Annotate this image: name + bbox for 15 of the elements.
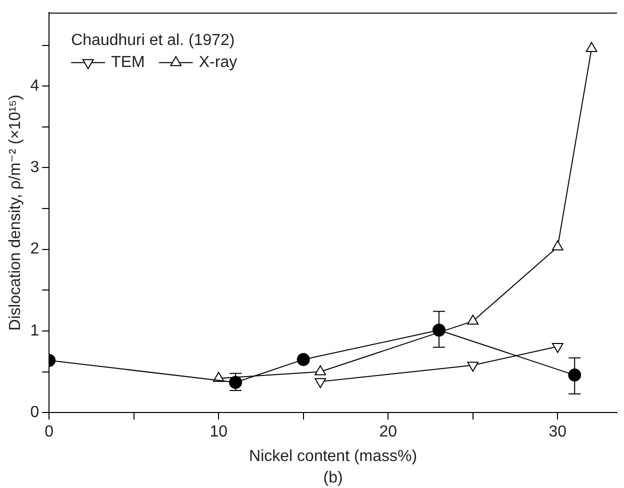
y-tick-label: 0 <box>30 404 40 422</box>
x-axis-title: Nickel content (mass%) <box>249 448 418 465</box>
y-tick-label: 2 <box>30 240 40 258</box>
y-tick-label: 3 <box>30 159 40 176</box>
text: (b) <box>323 469 343 486</box>
x-tick-label: 0 <box>44 424 54 441</box>
x-tick-label: 30 <box>548 424 567 441</box>
legend-title: Chaudhuri et al. (1972) <box>71 32 235 50</box>
y-tick-label: 4 <box>30 77 40 94</box>
y-axis-title: Dislocation density, ρ/m⁻² (×10¹⁵) <box>7 94 24 331</box>
x-tick-label: 20 <box>379 424 398 441</box>
y-tick-label: 1 <box>30 322 40 340</box>
x-tick-label: 10 <box>210 424 228 441</box>
legend-label: X-ray <box>198 54 238 72</box>
legend-label: TEM <box>111 54 145 72</box>
